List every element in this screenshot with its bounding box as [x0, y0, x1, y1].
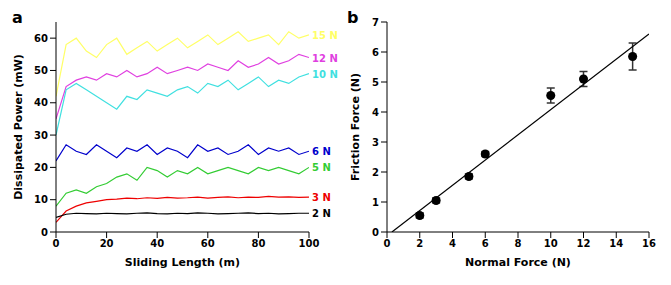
svg-text:7: 7 [372, 17, 379, 28]
svg-text:10: 10 [34, 194, 48, 205]
svg-text:6 N: 6 N [312, 146, 331, 157]
svg-text:80: 80 [251, 238, 265, 249]
svg-text:Normal Force (N): Normal Force (N) [465, 256, 571, 269]
svg-text:3 N: 3 N [312, 192, 331, 203]
svg-text:4: 4 [449, 238, 456, 249]
svg-text:Sliding Length (m): Sliding Length (m) [125, 256, 240, 269]
svg-text:12 N: 12 N [312, 53, 338, 64]
svg-text:16: 16 [642, 238, 656, 249]
svg-text:50: 50 [34, 65, 48, 76]
svg-text:30: 30 [34, 130, 48, 141]
svg-text:0: 0 [53, 238, 60, 249]
svg-text:3: 3 [372, 137, 379, 148]
svg-text:6: 6 [482, 238, 489, 249]
svg-text:Dissipated Power (mW): Dissipated Power (mW) [12, 54, 25, 200]
svg-text:40: 40 [34, 97, 48, 108]
svg-text:1: 1 [372, 197, 379, 208]
svg-text:8: 8 [515, 238, 522, 249]
svg-text:100: 100 [299, 238, 320, 249]
html-text:b: b [347, 8, 359, 27]
svg-text:2: 2 [416, 238, 423, 249]
svg-text:20: 20 [34, 162, 48, 173]
svg-text:10: 10 [544, 238, 558, 249]
svg-text:0: 0 [372, 227, 379, 238]
svg-text:2 N: 2 N [312, 208, 331, 219]
svg-text:4: 4 [372, 107, 379, 118]
svg-text:20: 20 [100, 238, 114, 249]
svg-text:5 N: 5 N [312, 162, 331, 173]
svg-text:60: 60 [34, 33, 48, 44]
svg-text:40: 40 [150, 238, 164, 249]
svg-text:12: 12 [577, 238, 591, 249]
svg-text:60: 60 [201, 238, 215, 249]
svg-text:10 N: 10 N [312, 69, 338, 80]
svg-text:15 N: 15 N [312, 30, 338, 41]
svg-text:0: 0 [384, 238, 391, 249]
svg-text:6: 6 [372, 47, 379, 58]
html-text:a: a [12, 8, 23, 27]
svg-text:2: 2 [372, 167, 379, 178]
svg-text:Friction Force (N): Friction Force (N) [349, 73, 362, 181]
svg-text:14: 14 [609, 238, 623, 249]
svg-text:0: 0 [41, 227, 48, 238]
svg-text:5: 5 [372, 77, 379, 88]
